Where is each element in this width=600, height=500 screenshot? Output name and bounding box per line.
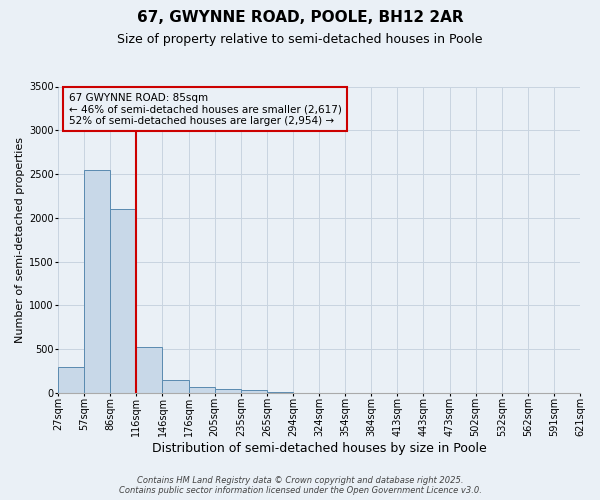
X-axis label: Distribution of semi-detached houses by size in Poole: Distribution of semi-detached houses by …	[152, 442, 487, 455]
Bar	[163, 380, 188, 393]
Bar	[188, 387, 215, 393]
Bar	[110, 209, 136, 393]
Bar	[136, 348, 163, 393]
Text: Size of property relative to semi-detached houses in Poole: Size of property relative to semi-detach…	[117, 32, 483, 46]
Text: Contains HM Land Registry data © Crown copyright and database right 2025.
Contai: Contains HM Land Registry data © Crown c…	[119, 476, 481, 495]
Bar	[84, 170, 110, 393]
Y-axis label: Number of semi-detached properties: Number of semi-detached properties	[15, 136, 25, 342]
Bar	[215, 390, 241, 393]
Bar	[241, 390, 267, 393]
Text: 67 GWYNNE ROAD: 85sqm
← 46% of semi-detached houses are smaller (2,617)
52% of s: 67 GWYNNE ROAD: 85sqm ← 46% of semi-deta…	[68, 92, 341, 126]
Text: 67, GWYNNE ROAD, POOLE, BH12 2AR: 67, GWYNNE ROAD, POOLE, BH12 2AR	[137, 10, 463, 25]
Bar	[58, 366, 84, 393]
